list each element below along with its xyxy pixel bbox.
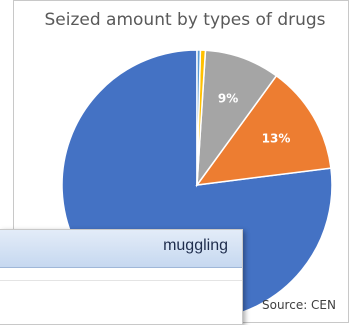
overlay-header: muggling <box>0 230 242 268</box>
pie-slice-label-1: 13% <box>262 131 291 145</box>
chart-frame: Seized amount by types of drugs 77%13%9%… <box>13 0 349 323</box>
overlay-window: muggling <box>0 229 243 325</box>
pie-slice-4 <box>196 49 202 186</box>
overlay-divider <box>0 280 242 281</box>
source-label: Source: CEN <box>261 298 336 312</box>
chart-title: Seized amount by types of drugs <box>44 10 326 30</box>
pie-slice-label-2: 9% <box>218 92 238 106</box>
overlay-header-text: muggling <box>163 237 228 254</box>
pie-slice-1 <box>195 74 332 186</box>
